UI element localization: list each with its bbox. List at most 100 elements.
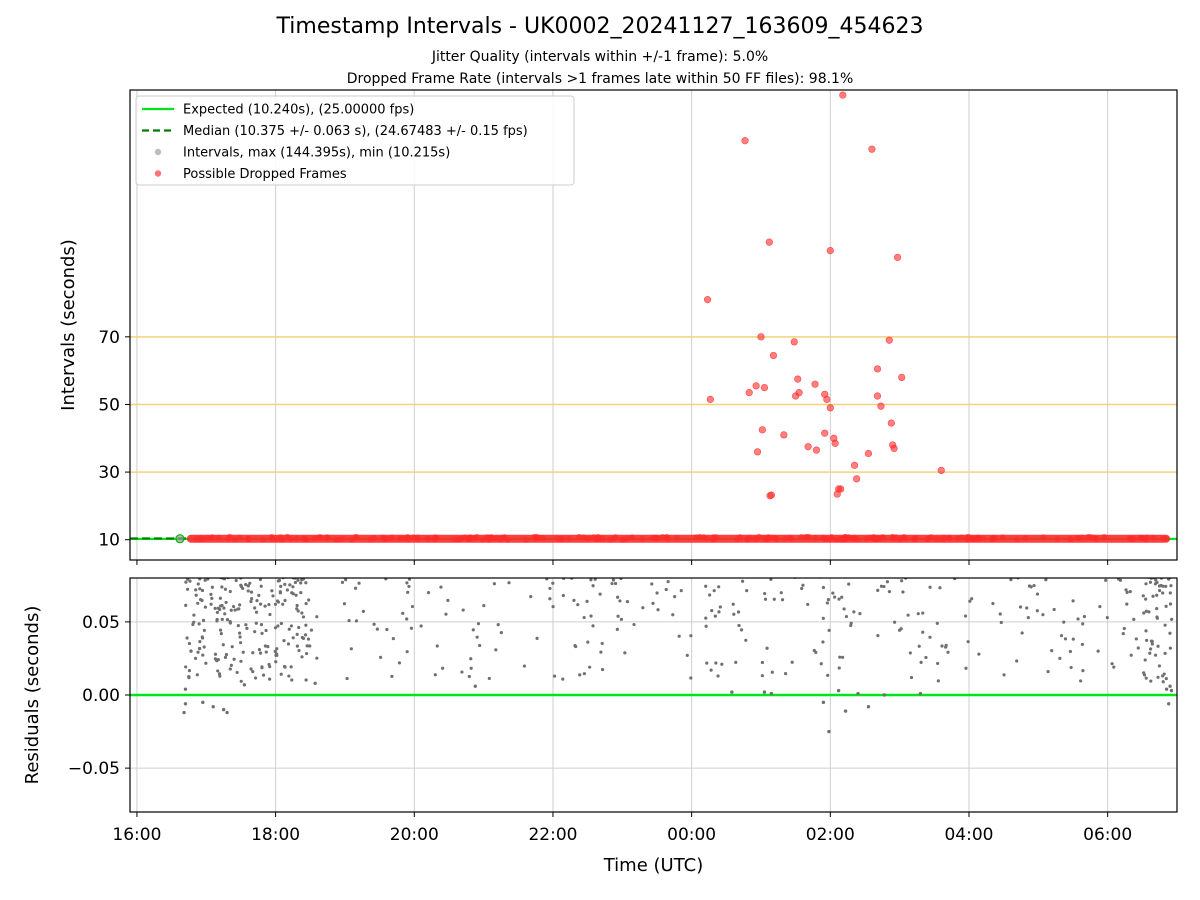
residual-point bbox=[1145, 574, 1148, 577]
residual-point bbox=[968, 599, 972, 603]
residual-point bbox=[1020, 631, 1024, 635]
residual-point bbox=[819, 662, 823, 666]
residual-point bbox=[619, 617, 624, 621]
residual-point bbox=[535, 636, 539, 641]
dropped-frame-point bbox=[664, 535, 671, 542]
residual-point bbox=[704, 624, 708, 628]
dropped-frame-point bbox=[619, 536, 626, 543]
dropped-frame-point bbox=[880, 534, 887, 541]
residual-point bbox=[198, 578, 202, 581]
dropped-frame-point bbox=[332, 536, 339, 543]
residual-point bbox=[246, 584, 250, 588]
residual-point bbox=[901, 590, 905, 594]
residual-point bbox=[882, 584, 886, 589]
legend-marker bbox=[154, 148, 162, 156]
dropped-frame-point bbox=[751, 535, 758, 542]
residual-point bbox=[406, 590, 410, 594]
dropped-frame-point bbox=[236, 534, 243, 541]
dropped-frame-point bbox=[975, 535, 982, 542]
dropped-frame-point bbox=[565, 535, 572, 542]
residual-point bbox=[460, 670, 464, 674]
residual-point bbox=[441, 666, 445, 670]
residual-point bbox=[248, 581, 252, 585]
residual-point bbox=[1168, 591, 1172, 595]
residual-point bbox=[801, 571, 804, 574]
residual-point bbox=[924, 655, 928, 660]
residual-point bbox=[390, 674, 394, 678]
residual-point bbox=[294, 571, 297, 574]
dropped-frame-point bbox=[893, 253, 902, 261]
residual-point bbox=[1142, 611, 1146, 615]
residual-point bbox=[405, 650, 409, 654]
residual-point bbox=[273, 649, 277, 654]
residual-point bbox=[183, 687, 188, 691]
residual-point bbox=[1144, 597, 1148, 601]
residual-point bbox=[780, 598, 785, 602]
residual-point bbox=[267, 662, 271, 667]
residual-point bbox=[966, 640, 970, 644]
residual-point bbox=[921, 611, 925, 615]
residual-point bbox=[478, 643, 482, 648]
residual-point bbox=[1002, 673, 1006, 677]
residual-point bbox=[293, 574, 296, 577]
residual-point bbox=[849, 623, 853, 628]
residual-point bbox=[198, 587, 202, 591]
residual-point bbox=[865, 572, 868, 575]
residual-point bbox=[357, 581, 361, 585]
dropped-frame-point bbox=[590, 534, 597, 541]
residual-point bbox=[1168, 684, 1172, 688]
residual-point bbox=[812, 648, 816, 653]
residual-point bbox=[545, 578, 549, 581]
y-tick-label: 0.05 bbox=[82, 613, 120, 633]
residual-point bbox=[876, 588, 880, 592]
residual-point bbox=[228, 620, 232, 624]
residual-point bbox=[253, 606, 257, 610]
residual-point bbox=[582, 615, 586, 620]
residual-point bbox=[283, 582, 287, 586]
residual-point bbox=[760, 674, 764, 678]
residual-point bbox=[534, 574, 537, 577]
legend: Expected (10.240s), (25.00000 fps) Median… bbox=[135, 95, 575, 186]
residual-point bbox=[200, 635, 204, 639]
dropped-frame-point bbox=[873, 392, 882, 400]
residual-point bbox=[229, 663, 233, 667]
residual-point bbox=[656, 608, 660, 612]
residual-point bbox=[641, 606, 645, 610]
residual-point bbox=[716, 674, 720, 678]
residual-point bbox=[355, 571, 358, 574]
dropped-frame-point bbox=[885, 336, 893, 344]
residual-point bbox=[762, 690, 767, 694]
residual-point bbox=[433, 673, 437, 677]
residual-point bbox=[469, 657, 473, 661]
dropped-frame-point bbox=[522, 536, 529, 543]
residual-point bbox=[1067, 571, 1070, 574]
residual-point bbox=[186, 574, 189, 577]
dropped-frame-point bbox=[851, 535, 858, 542]
residual-point bbox=[207, 573, 210, 576]
residual-point bbox=[211, 705, 215, 709]
residual-point bbox=[197, 622, 201, 626]
dropped-frame-point bbox=[215, 534, 222, 541]
residual-point bbox=[1150, 571, 1153, 574]
residual-point bbox=[435, 644, 439, 648]
residual-point bbox=[906, 613, 910, 617]
residual-point bbox=[304, 678, 308, 682]
residual-point bbox=[1161, 591, 1165, 595]
residual-point bbox=[492, 582, 496, 586]
residual-point bbox=[428, 574, 431, 577]
residual-point bbox=[263, 644, 267, 648]
residual-point bbox=[268, 612, 272, 617]
residual-point bbox=[806, 602, 810, 607]
dropped-frame-point bbox=[531, 533, 538, 540]
residual-point bbox=[426, 590, 431, 595]
dropped-frame-point bbox=[703, 535, 710, 542]
dropped-frame-point bbox=[431, 534, 438, 541]
residual-point bbox=[1050, 649, 1054, 653]
dropped-frame-point bbox=[1127, 535, 1134, 542]
dropped-frame-point bbox=[410, 534, 417, 541]
residual-point bbox=[843, 709, 848, 713]
residual-point bbox=[1098, 604, 1102, 609]
residual-point bbox=[309, 628, 314, 632]
residual-point bbox=[647, 571, 650, 574]
residual-point bbox=[1162, 571, 1165, 574]
